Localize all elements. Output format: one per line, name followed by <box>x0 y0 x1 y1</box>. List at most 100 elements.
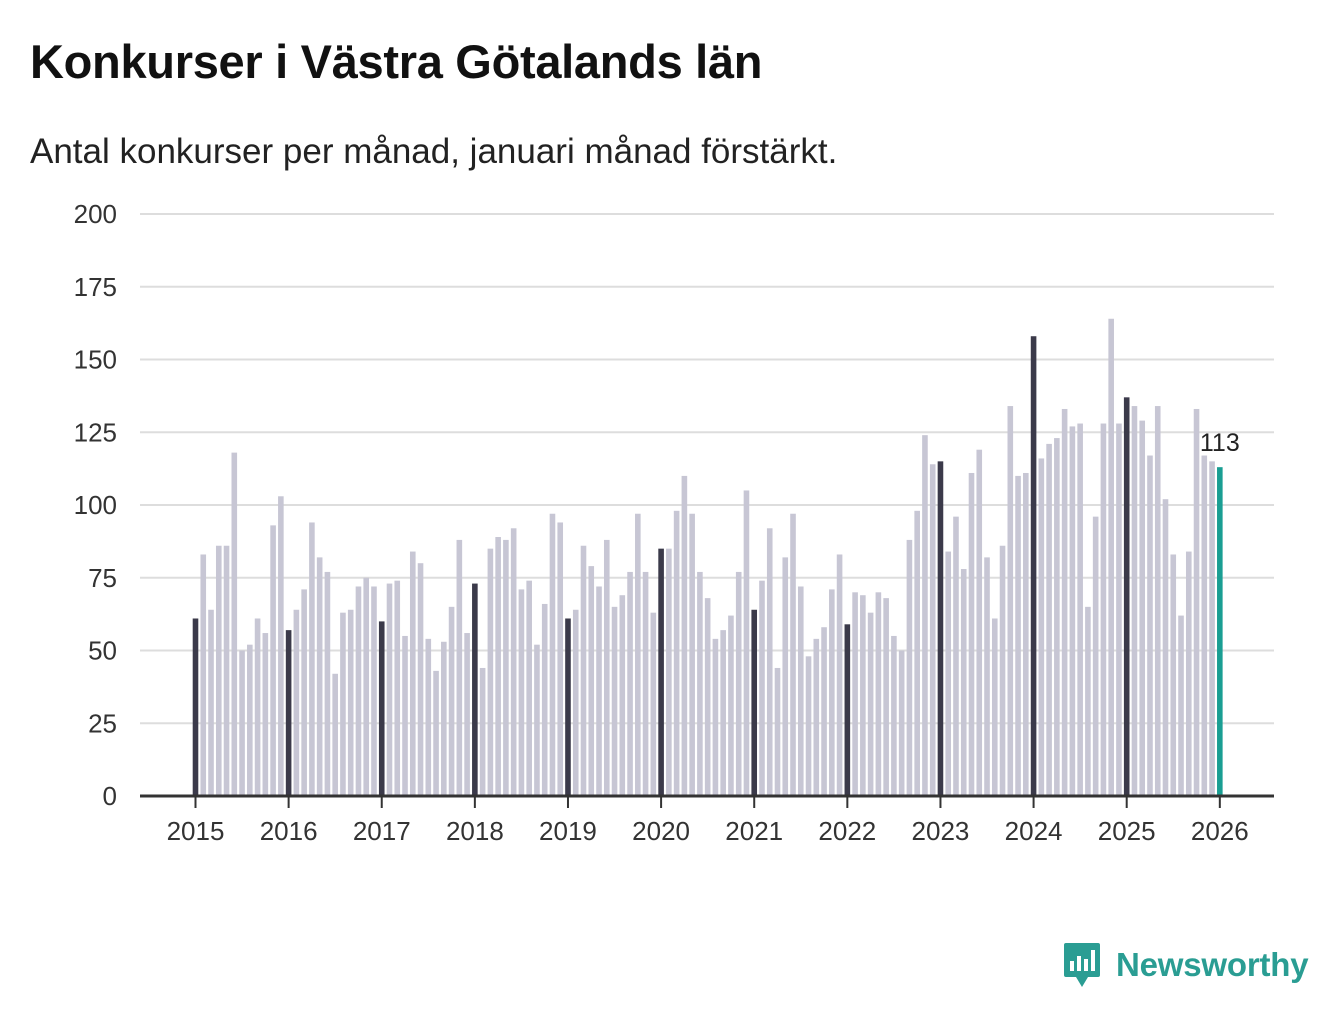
x-tick-label: 2018 <box>446 816 504 846</box>
bar-january <box>565 618 571 796</box>
bar-january <box>472 583 478 796</box>
bar <box>805 656 812 796</box>
bar <box>402 635 408 796</box>
bar <box>456 539 463 796</box>
x-tick-label: 2024 <box>1005 816 1063 846</box>
bar <box>860 595 866 796</box>
bar <box>340 612 346 796</box>
bar <box>1170 554 1177 796</box>
bar <box>503 539 509 796</box>
bar <box>510 528 517 796</box>
bar <box>557 522 564 796</box>
bar <box>999 545 1006 796</box>
bar <box>580 545 587 796</box>
bar <box>479 667 486 796</box>
bar <box>355 586 362 796</box>
bar <box>968 472 975 796</box>
bar <box>262 633 269 796</box>
bar <box>681 475 688 796</box>
grid-lines <box>140 213 1274 725</box>
latest-value-label: 113 <box>1200 429 1240 457</box>
x-tick-label: 2015 <box>167 816 225 846</box>
bar <box>518 589 525 796</box>
y-tick-label: 100 <box>74 490 117 520</box>
bar <box>782 557 789 796</box>
bar <box>1007 406 1014 796</box>
bar-january <box>937 461 944 796</box>
bar <box>836 554 843 796</box>
y-tick-label: 50 <box>88 636 117 666</box>
bar <box>627 571 633 796</box>
bar <box>1139 420 1146 796</box>
newsworthy-logo-text: Newsworthy <box>1116 946 1309 983</box>
bar <box>1077 423 1083 796</box>
bar <box>596 586 602 796</box>
bar <box>1185 551 1192 796</box>
bar <box>1038 458 1045 796</box>
bar <box>813 638 820 796</box>
bar <box>371 586 377 796</box>
bar <box>960 569 967 796</box>
bar <box>1178 615 1184 796</box>
bar <box>549 513 556 796</box>
bar <box>309 522 315 796</box>
bar-january <box>285 630 292 796</box>
bar-january <box>1123 397 1130 796</box>
bar <box>223 545 230 796</box>
x-tick-label: 2022 <box>818 816 876 846</box>
bar <box>898 650 905 796</box>
bar <box>883 598 889 796</box>
bar <box>906 539 913 796</box>
bar <box>976 449 983 796</box>
bar <box>254 618 261 796</box>
bar-january <box>658 548 664 796</box>
bar <box>922 435 928 796</box>
bar <box>293 609 300 796</box>
bar <box>270 525 276 796</box>
y-tick-label: 125 <box>74 417 117 447</box>
bar-latest <box>1217 467 1223 796</box>
x-tick-label: 2025 <box>1098 816 1156 846</box>
bar <box>891 635 897 796</box>
bar <box>526 580 532 796</box>
bar <box>1023 472 1029 796</box>
y-tick-label: 175 <box>74 272 117 302</box>
bar <box>720 630 726 796</box>
newsworthy-logo-icon <box>1064 943 1100 987</box>
bar <box>914 510 920 796</box>
bar <box>1061 408 1068 796</box>
bar <box>1154 406 1161 796</box>
bar <box>766 528 773 796</box>
bar <box>673 510 680 796</box>
bar <box>735 571 742 796</box>
x-tick-label: 2016 <box>260 816 318 846</box>
bar <box>316 557 323 796</box>
bar <box>666 548 672 796</box>
bar <box>409 551 416 796</box>
bar <box>743 490 750 796</box>
bar <box>1116 423 1122 796</box>
bar <box>464 633 470 796</box>
bar <box>448 606 455 796</box>
bar <box>1069 426 1076 796</box>
newsworthy-logo: Newsworthy <box>1062 940 1309 990</box>
bar <box>704 598 711 796</box>
y-tick-label: 150 <box>74 345 117 375</box>
bar <box>231 452 238 796</box>
bar <box>386 583 393 796</box>
y-tick-label: 75 <box>88 563 117 593</box>
bar <box>1201 455 1208 796</box>
bar <box>867 612 874 796</box>
axes: 0 25 50 75 100 125 150 175 200 2015 2016 2017 2018 20… <box>74 199 1274 846</box>
bar <box>425 638 432 796</box>
bar-january <box>1030 336 1037 796</box>
bar <box>347 609 354 796</box>
bar <box>487 548 494 796</box>
bar <box>953 516 959 796</box>
bar-january <box>192 618 199 796</box>
bar <box>332 673 338 796</box>
bar <box>759 580 765 796</box>
bar <box>324 571 331 796</box>
bar <box>433 670 439 796</box>
bar <box>1162 499 1169 796</box>
